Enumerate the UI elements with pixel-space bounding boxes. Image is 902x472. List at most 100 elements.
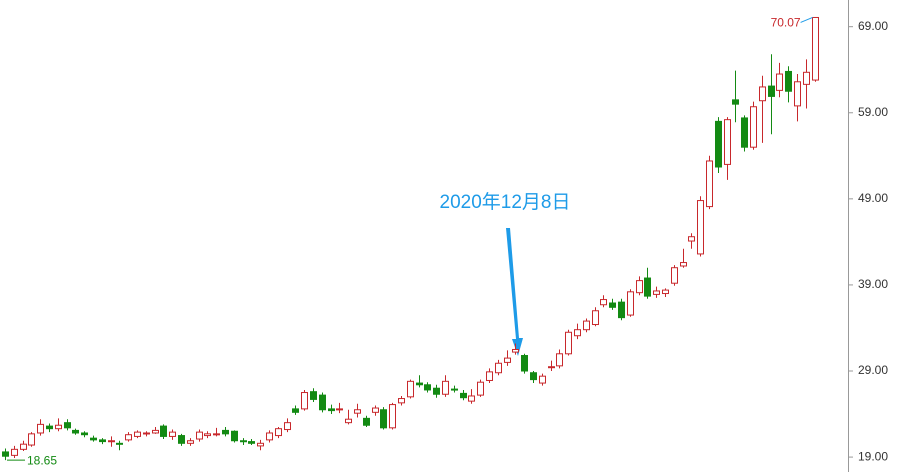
candle-body <box>372 407 379 413</box>
candle-body <box>812 16 819 81</box>
candle-body <box>680 262 687 267</box>
candle-body <box>803 71 810 85</box>
candle-body <box>152 429 159 434</box>
candle-body <box>116 442 123 445</box>
candle-body <box>125 434 132 441</box>
candle-body <box>37 423 44 434</box>
candle-body <box>600 299 607 306</box>
candle-body <box>565 331 572 355</box>
candle-body <box>636 280 643 294</box>
candle-body <box>750 106 757 148</box>
candle-body <box>416 382 423 386</box>
candle-body <box>389 404 396 429</box>
candle-body <box>248 441 255 444</box>
candle-body <box>583 320 590 331</box>
candle-body <box>328 408 335 412</box>
candle-body <box>187 440 194 444</box>
candle-body <box>28 433 35 446</box>
candle-body <box>213 433 220 436</box>
candle-body <box>257 442 264 447</box>
max-pointer <box>800 17 813 23</box>
candle-body <box>504 357 511 363</box>
candle-body <box>275 428 282 437</box>
candle-body <box>433 387 440 395</box>
candle-body <box>468 395 475 402</box>
candle-body <box>380 409 387 429</box>
candle-body <box>204 433 211 437</box>
candle-body <box>266 432 273 441</box>
candle-body <box>556 353 563 367</box>
candle-body <box>785 70 792 92</box>
candle-body <box>521 355 528 372</box>
candle-body <box>530 372 537 381</box>
candle-body <box>310 391 317 400</box>
candle-body <box>477 381 484 396</box>
annotation-text: 2020年12月8日 <box>440 191 571 213</box>
min-label: 18.65 <box>27 453 57 467</box>
y-tick-label: 39.00 <box>858 277 888 291</box>
candle-body <box>301 392 308 410</box>
annotation-arrow <box>506 228 523 356</box>
y-tick-label: 19.00 <box>858 449 888 463</box>
candle-body <box>160 425 167 437</box>
candle-body <box>46 425 53 430</box>
candle-body <box>609 302 616 308</box>
y-tick-label: 69.00 <box>858 19 888 33</box>
candle-body <box>794 81 801 107</box>
candle-body <box>512 348 519 353</box>
candle-body <box>319 394 326 411</box>
candle-body <box>196 431 203 440</box>
candle-body <box>134 431 141 437</box>
candle-body <box>354 409 361 414</box>
candle-body <box>724 119 731 165</box>
candle-body <box>715 120 722 168</box>
candle-body <box>108 440 115 443</box>
arrow-shape <box>506 228 523 356</box>
candle-body <box>90 437 97 441</box>
candle-body <box>72 429 79 434</box>
candle-body <box>442 380 449 395</box>
candle-body <box>460 392 467 399</box>
candle-body <box>424 384 431 391</box>
y-tick-label: 59.00 <box>858 105 888 119</box>
candle-body <box>662 289 669 295</box>
candle-body <box>671 267 678 284</box>
candle-body <box>345 418 352 424</box>
candle-body <box>55 424 62 430</box>
candle-body <box>574 329 581 337</box>
candle-body <box>732 99 739 105</box>
candle-body <box>706 160 713 208</box>
candle-body <box>653 290 660 295</box>
candle-body <box>169 431 176 437</box>
max-label: 70.07 <box>771 16 801 30</box>
candle-body <box>451 388 458 391</box>
candle-body <box>240 440 247 443</box>
candle-body <box>284 422 291 431</box>
candle-body <box>627 291 634 316</box>
candle-body <box>759 86 766 102</box>
candle-body <box>398 398 405 404</box>
candle-body <box>697 200 704 255</box>
candle-body <box>363 417 370 426</box>
candle-body <box>81 432 88 436</box>
candle-body <box>222 429 229 435</box>
candle-body <box>688 236 695 242</box>
candle-body <box>292 408 299 413</box>
candle-body <box>486 371 493 381</box>
candle-body <box>20 443 27 450</box>
candle-body <box>407 380 414 398</box>
y-tick-label: 49.00 <box>858 191 888 205</box>
candle-body <box>336 408 343 411</box>
candle-body <box>2 451 9 457</box>
candle-body <box>178 435 185 444</box>
candle-body <box>143 432 150 435</box>
candle-body <box>64 422 71 429</box>
candle-body <box>592 310 599 326</box>
candle-body <box>644 277 651 297</box>
candle-body <box>539 375 546 384</box>
candle-body <box>548 366 555 369</box>
candle-body <box>741 117 748 148</box>
candle-body <box>495 362 502 374</box>
candle-body <box>768 85 775 97</box>
